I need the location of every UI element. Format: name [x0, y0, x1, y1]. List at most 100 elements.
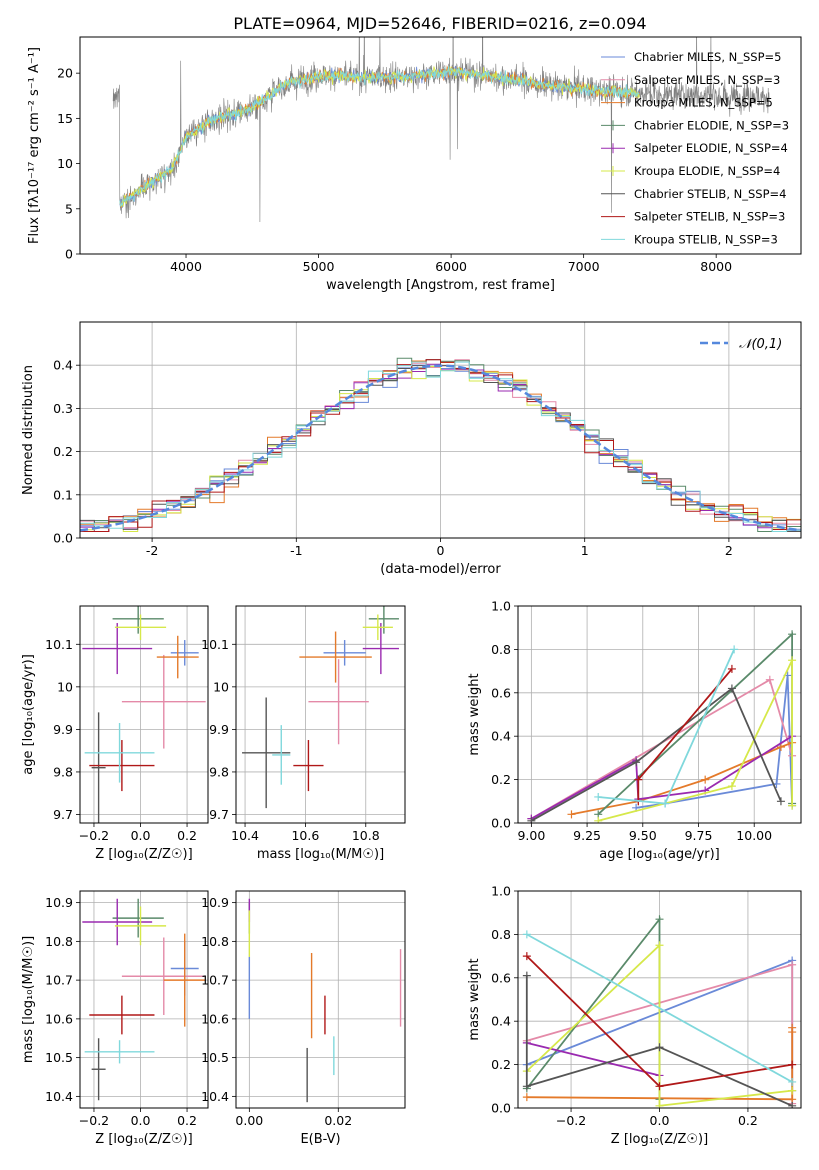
- y-tick-label: 0.0: [491, 1101, 511, 1116]
- weight-point: [522, 930, 531, 939]
- x-tick-label: 0.0: [650, 1113, 670, 1128]
- weight-point: [655, 1082, 664, 1091]
- weight-point: [776, 743, 785, 752]
- y-tick-label: 10.8: [45, 934, 73, 949]
- errorbar-panel-5: −0.2 0.0 0.2 10.4 10.5 10.6 10.7 10.8 10.9 Z [log…: [21, 890, 209, 1147]
- weight-point: [655, 915, 664, 924]
- weight-line-kroupa_stelib: [598, 649, 735, 805]
- x-axis-label: mass [log₁₀(M/M☉)]: [257, 847, 384, 862]
- weight-point: [594, 792, 603, 801]
- x-tick-label: 7000: [568, 259, 600, 274]
- y-tick-label: 0.0: [53, 531, 73, 546]
- y-tick-label: 10.9: [45, 895, 73, 910]
- y-tick-label: 0: [65, 247, 73, 262]
- x-tick-label: 0: [437, 543, 445, 558]
- weight-lines: [527, 630, 797, 823]
- x-tick-label: −0.2: [79, 828, 109, 843]
- weight-line-kroupa_elodie: [526, 943, 793, 1107]
- legend-entry: Kroupa STELIB, N_SSP=3: [634, 232, 778, 246]
- y-tick-label: 10: [57, 156, 73, 171]
- histogram-panel: -2 -1 0 1 2 0.0 0.1 0.2 0.3 0.4 (data-model)/error…: [21, 321, 802, 577]
- y-tick-label: 10.5: [201, 1050, 229, 1065]
- weight-panel-7: −0.2 0.0 0.2 0.0 0.2 0.4 0.6 0.8 1.0 Z [log₁₀(Z/Z…: [467, 884, 802, 1147]
- x-tick-label: −0.2: [79, 1113, 109, 1128]
- y-tick-label: 10.1: [45, 637, 73, 652]
- axes-frame: [517, 890, 802, 1109]
- x-tick-label: 10.4: [231, 828, 259, 843]
- x-tick-label: 0.2: [177, 1113, 197, 1128]
- x-axis-label: (data-model)/error: [380, 562, 501, 577]
- figure-title: PLATE=0964, MJD=52646, FIBERID=0216, z=0…: [233, 14, 646, 33]
- y-tick-label: 9.9: [53, 722, 73, 737]
- histogram-salpeter_stelib: [80, 359, 801, 532]
- weight-line-chabrier_elodie: [597, 632, 793, 815]
- x-tick-label: 0.2: [738, 1113, 758, 1128]
- legend-entry: Salpeter STELIB, N_SSP=3: [634, 210, 785, 224]
- y-tick-label: 0.2: [53, 444, 73, 459]
- x-tick-label: 8000: [700, 259, 732, 274]
- y-tick-label: 0.0: [491, 816, 511, 831]
- errorbars: [242, 606, 399, 809]
- y-tick-label: 0.2: [491, 772, 511, 787]
- legend-entry: Salpeter ELODIE, N_SSP=4: [634, 141, 788, 155]
- y-tick-label: 10.5: [45, 1050, 73, 1065]
- x-tick-label: 10.00: [736, 828, 772, 843]
- weight-point: [730, 645, 739, 654]
- y-tick-label: 0.8: [491, 642, 511, 657]
- axes-frame: [517, 605, 802, 824]
- weight-point: [522, 1082, 531, 1091]
- x-tick-label: -1: [290, 543, 302, 558]
- axes-frame: [235, 605, 406, 824]
- y-tick-label: 10.7: [201, 973, 229, 988]
- x-tick-label: 9.50: [629, 828, 657, 843]
- y-tick-label: 10: [213, 679, 229, 694]
- weight-point: [788, 1060, 797, 1069]
- weight-point: [788, 801, 797, 810]
- spectrum-panel: 4000 5000 6000 7000 8000 0 5 10 15 20 wavelength […: [27, 36, 802, 293]
- x-tick-label: 1: [581, 543, 589, 558]
- weight-point: [788, 656, 797, 665]
- legend-entry: Chabrier ELODIE, N_SSP=3: [634, 118, 789, 132]
- y-tick-label: 9.8: [209, 764, 229, 779]
- x-axis-label: Z [log₁₀(Z/Z☉)]: [95, 1132, 192, 1147]
- y-tick-label: 10.6: [45, 1011, 73, 1026]
- weight-point: [727, 684, 736, 693]
- x-tick-label: 10.6: [291, 828, 319, 843]
- y-axis-label: Flux [fλ10⁻¹⁷ erg cm⁻² s⁻¹ A⁻¹]: [27, 47, 42, 244]
- y-tick-label: 10.4: [45, 1089, 73, 1104]
- errorbar-panel-3: 10.4 10.6 10.8 9.7 9.8 9.9 10 10.1 mass [log₁₀(M…: [201, 605, 406, 862]
- x-tick-label: 0.0: [131, 828, 151, 843]
- legend-entry: Chabrier MILES, N_SSP=5: [634, 50, 781, 64]
- y-tick-label: 0.4: [53, 358, 73, 373]
- weight-line-salpeter_miles: [530, 678, 793, 820]
- y-tick-label: 10.8: [201, 934, 229, 949]
- y-axis-label: mass [log₁₀(M/M☉)]: [21, 936, 36, 1063]
- normal-curve: [80, 364, 801, 532]
- weight-line-salpeter_elodie: [530, 735, 793, 820]
- weight-point: [727, 664, 736, 673]
- x-tick-label: 0.02: [324, 1113, 352, 1128]
- y-tick-label: 10.1: [201, 637, 229, 652]
- x-tick-label: 9.25: [573, 828, 601, 843]
- y-tick-label: 10.6: [201, 1011, 229, 1026]
- weight-point: [788, 630, 797, 639]
- y-tick-label: 20: [57, 66, 73, 81]
- weight-line-salpeter_elodie: [526, 1042, 660, 1077]
- weight-point: [661, 799, 670, 808]
- y-tick-label: 10.4: [201, 1089, 229, 1104]
- y-tick-label: 0.6: [491, 970, 511, 985]
- weight-point: [701, 775, 710, 784]
- y-tick-label: 1.0: [491, 599, 511, 614]
- weight-point: [765, 675, 774, 684]
- x-axis-label: age [log₁₀(age/yr)]: [599, 847, 720, 862]
- weight-panel-4: 9.00 9.25 9.50 9.75 10.00 0.0 0.2 0.4 0.6 0.8 1.0 a…: [467, 599, 802, 862]
- y-tick-label: 0.6: [491, 685, 511, 700]
- weight-line-chabrier_stelib: [530, 687, 782, 822]
- model-spectrum: [119, 65, 640, 207]
- y-tick-label: 15: [57, 111, 73, 126]
- weight-point: [788, 1101, 797, 1108]
- y-axis-label: mass weight: [467, 958, 482, 1040]
- x-tick-label: 0.2: [177, 828, 197, 843]
- weight-lines: [522, 915, 797, 1108]
